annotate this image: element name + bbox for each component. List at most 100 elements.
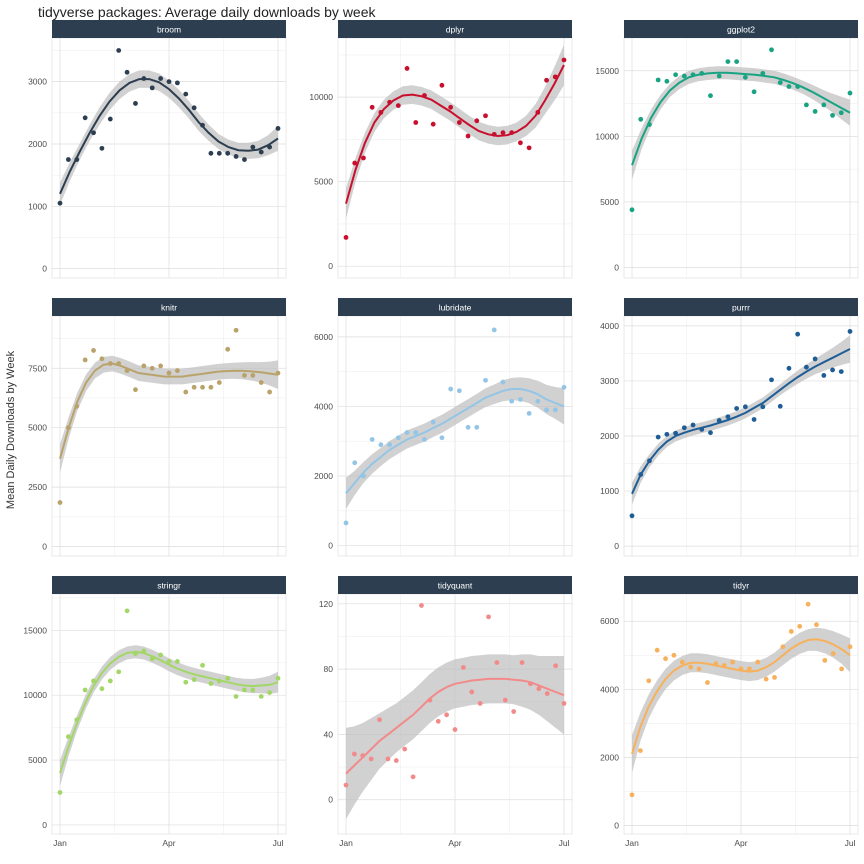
data-point [544, 407, 549, 413]
data-point [494, 660, 500, 665]
y-tick-label: 4000 [600, 684, 619, 694]
data-point [469, 689, 475, 695]
data-point [183, 389, 189, 395]
data-point [183, 91, 189, 97]
data-point [82, 687, 88, 693]
x-tick-label: Apr [734, 838, 747, 848]
data-point [439, 435, 445, 441]
y-tick-label: 0 [328, 795, 333, 805]
data-point [671, 652, 677, 658]
data-point [82, 357, 88, 363]
data-point [448, 386, 454, 392]
y-tick-label: 5000 [600, 197, 619, 207]
data-point [174, 80, 180, 86]
data-point [544, 77, 549, 83]
data-point [275, 675, 281, 681]
y-tick-label: 0 [42, 820, 47, 830]
data-point [838, 369, 844, 374]
data-point [465, 133, 471, 139]
y-tick-label: 2000 [314, 471, 333, 481]
data-point [65, 157, 71, 162]
data-point [786, 84, 792, 89]
y-tick-label: 7500 [28, 363, 47, 373]
data-point [91, 348, 96, 353]
data-point [133, 101, 138, 106]
data-point [387, 442, 392, 448]
strip-background [338, 576, 572, 594]
data-point [786, 365, 792, 371]
data-point [664, 431, 670, 437]
y-axis-title: Mean Daily Downloads by Week [5, 350, 17, 509]
data-point [124, 69, 130, 75]
data-point [99, 686, 105, 692]
data-point [191, 105, 197, 111]
smooth-line [59, 78, 279, 195]
data-point [483, 377, 488, 383]
strip-background [624, 20, 858, 38]
data-point [751, 89, 757, 95]
y-tick-label: 80 [324, 664, 334, 674]
x-tick-label: Jul [273, 838, 284, 848]
data-point [258, 380, 264, 385]
data-point [673, 72, 678, 78]
data-point [486, 614, 491, 620]
data-point [419, 603, 424, 608]
data-point [760, 404, 766, 410]
data-point [500, 130, 506, 136]
x-tick-label: Jul [559, 838, 570, 848]
data-point [267, 690, 273, 695]
data-point [465, 424, 471, 430]
data-point [681, 425, 687, 431]
smooth-line [345, 64, 565, 204]
data-point [452, 727, 458, 732]
data-point [769, 377, 774, 383]
data-point [519, 660, 525, 665]
x-tick-label: Apr [162, 838, 175, 848]
data-point [352, 460, 358, 466]
strip-label: broom [157, 25, 181, 35]
y-tick-label: 15000 [595, 66, 619, 76]
x-tick-label: Jan [625, 838, 639, 848]
data-point [166, 370, 172, 376]
y-tick-label: 4000 [600, 321, 619, 331]
data-point [393, 758, 399, 763]
y-tick-label: 3000 [600, 376, 619, 386]
data-point [788, 629, 794, 634]
data-point [395, 435, 401, 441]
strip-label: dplyr [446, 25, 465, 35]
data-point [518, 140, 523, 146]
data-point [250, 373, 256, 378]
data-point [821, 373, 827, 378]
y-tick-label: 5000 [28, 423, 47, 433]
data-point [368, 756, 374, 762]
data-point [107, 678, 113, 684]
data-point [812, 109, 818, 114]
facet-purrr: 0 1000 2000 3000 4000 purrr [600, 298, 859, 557]
data-point [216, 380, 222, 385]
data-point [404, 66, 410, 71]
x-tick-label: Apr [448, 838, 461, 848]
confidence-band [60, 355, 278, 473]
confidence-band [346, 654, 564, 820]
data-point [166, 79, 172, 85]
data-point [166, 659, 172, 664]
data-point [638, 116, 644, 122]
data-point [491, 327, 497, 333]
data-point [830, 367, 835, 373]
data-point [343, 782, 349, 788]
y-tick-label: 2000 [600, 752, 619, 762]
data-point [730, 659, 736, 665]
data-point [673, 430, 678, 436]
data-point [456, 120, 462, 125]
data-point [225, 346, 231, 352]
data-point [655, 77, 661, 83]
data-point [725, 414, 731, 420]
data-point [561, 57, 567, 63]
data-point [191, 384, 197, 390]
data-point [378, 442, 384, 448]
data-point [208, 384, 214, 390]
data-point [242, 373, 247, 378]
data-point [361, 155, 366, 161]
data-point [838, 110, 844, 116]
